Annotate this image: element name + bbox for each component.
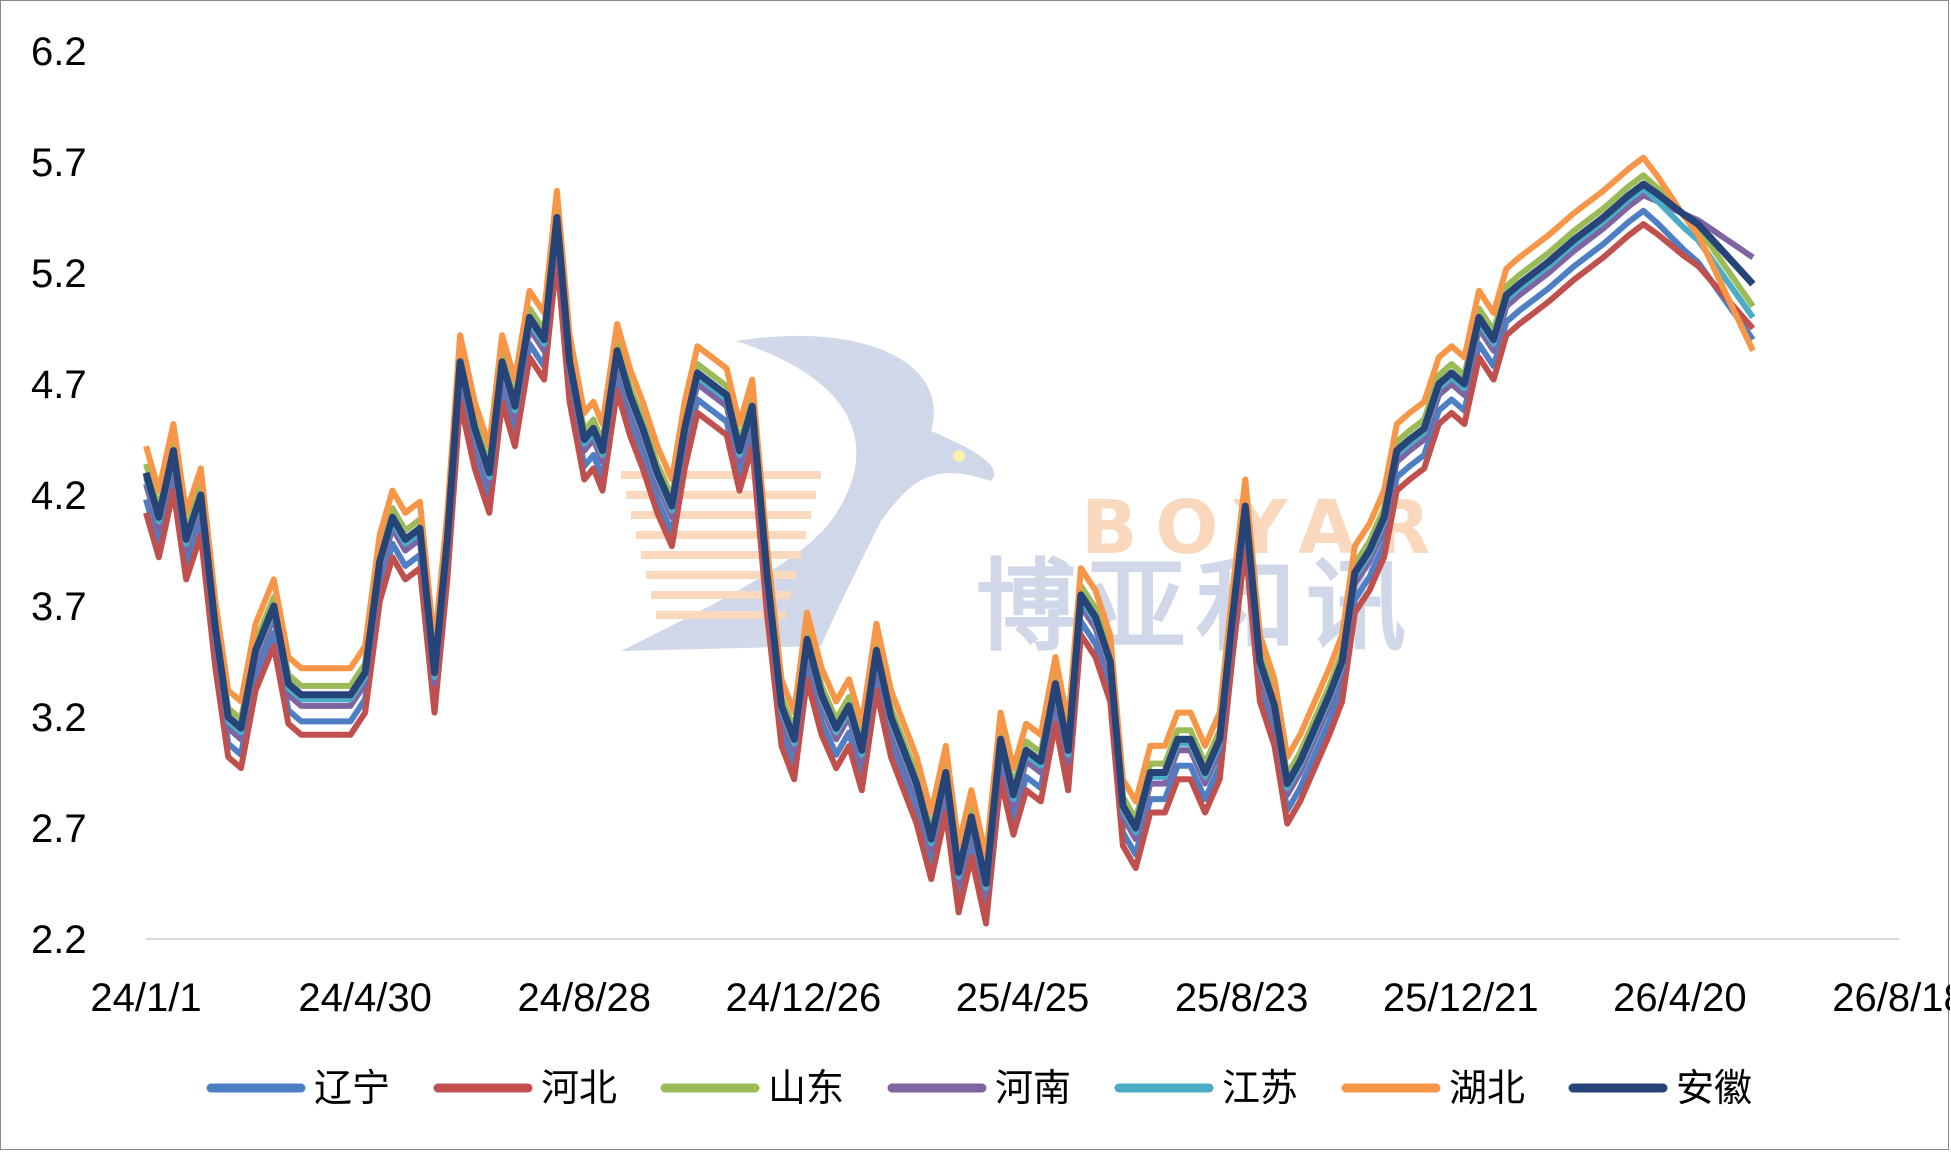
x-tick-label: 26/8/18 bbox=[1832, 976, 1950, 1020]
x-tick-label: 24/12/26 bbox=[726, 976, 882, 1020]
y-tick-label: 3.7 bbox=[31, 585, 87, 629]
y-tick-label: 3.2 bbox=[31, 696, 87, 740]
x-tick-label: 25/12/21 bbox=[1383, 976, 1539, 1020]
y-tick-label: 4.2 bbox=[31, 474, 87, 518]
legend-label: 山东 bbox=[768, 1066, 844, 1110]
y-tick-label: 6.2 bbox=[31, 30, 87, 74]
y-tick-label: 4.7 bbox=[31, 363, 87, 407]
x-tick-label: 24/8/28 bbox=[518, 976, 651, 1020]
legend-label: 江苏 bbox=[1222, 1066, 1298, 1110]
legend-label: 河北 bbox=[541, 1066, 617, 1110]
series-line-安徽 bbox=[142, 180, 1756, 887]
y-tick-label: 5.7 bbox=[31, 141, 87, 185]
x-tick-label: 26/4/20 bbox=[1613, 976, 1746, 1020]
legend-label: 安徽 bbox=[1676, 1066, 1752, 1110]
legend-label: 辽宁 bbox=[314, 1066, 390, 1110]
legend: 辽宁 河北 山东 河南 江苏 湖北 安徽 bbox=[206, 1066, 1752, 1110]
x-tick-label: 24/4/30 bbox=[298, 976, 431, 1020]
boyar-watermark: BOYAR 博亚和讯 bbox=[621, 335, 1430, 665]
x-axis-ticks: 24/1/1 24/4/30 24/8/28 24/12/26 25/4/25 25/8/… bbox=[90, 976, 1950, 1020]
legend-label: 河南 bbox=[995, 1066, 1071, 1110]
legend-label: 湖北 bbox=[1449, 1066, 1525, 1110]
y-tick-label: 2.7 bbox=[31, 807, 87, 851]
series-lines bbox=[142, 154, 1756, 927]
x-tick-label: 25/4/25 bbox=[956, 976, 1089, 1020]
watermark-bird-logo bbox=[621, 335, 995, 651]
y-tick-label: 2.2 bbox=[31, 918, 87, 962]
watermark-chinese: 博亚和讯 bbox=[976, 548, 1416, 665]
y-tick-label: 5.2 bbox=[31, 252, 87, 296]
y-axis-ticks: 2.2 2.7 3.2 3.7 4.2 4.7 5.2 5.7 6.2 bbox=[31, 30, 87, 962]
series-line-湖北 bbox=[143, 154, 1756, 860]
x-tick-label: 25/8/23 bbox=[1175, 976, 1308, 1020]
x-tick-label: 24/1/1 bbox=[90, 976, 201, 1020]
